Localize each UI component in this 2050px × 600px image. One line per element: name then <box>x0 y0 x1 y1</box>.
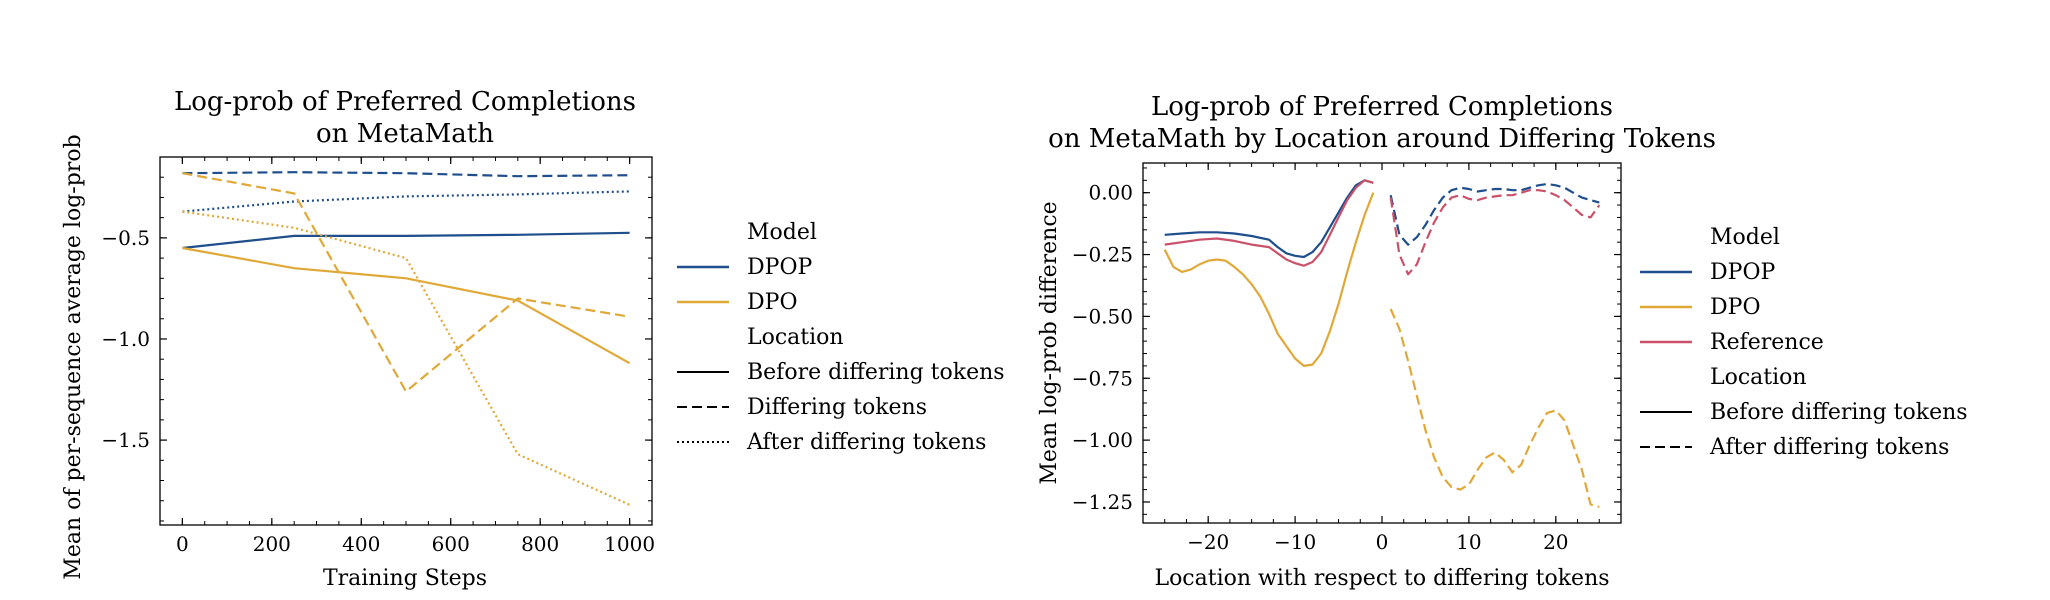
y-tick-label: −1.25 <box>1072 490 1133 514</box>
x-tick-label: 10 <box>1456 530 1481 554</box>
series-line-dpo-dashed <box>1389 308 1600 508</box>
x-tick-label: 400 <box>342 532 380 556</box>
y-tick-label: −0.5 <box>101 226 150 250</box>
x-tick-label: −10 <box>1274 530 1316 554</box>
legend-item-dpop: DPOP <box>747 255 812 280</box>
legend-header-model: Model <box>747 220 817 245</box>
y-tick-label: −0.25 <box>1072 243 1133 267</box>
series-line-dpop-dotted <box>182 190 630 213</box>
y-tick-label: 0.00 <box>1088 181 1133 205</box>
y-tick-label: −1.0 <box>101 327 150 351</box>
x-axis-label: Training Steps <box>323 566 487 591</box>
legend-header-location: Location <box>1710 365 1807 390</box>
series-line-dpo-dotted <box>182 210 631 506</box>
legend-item-dpop: DPOP <box>1710 260 1775 285</box>
chart-training-steps: Log-prob of Preferred Completions on Met… <box>61 87 1005 591</box>
plot-frame <box>159 156 653 526</box>
legend-item-dotted: After differing tokens <box>746 430 986 455</box>
legend-header-model: Model <box>1710 225 1780 250</box>
series-line-reference-solid <box>1164 179 1374 267</box>
plot-frame <box>1142 162 1622 524</box>
series-line-reference-dashed <box>1389 189 1601 276</box>
series-line-dpop-dashed <box>1389 182 1600 246</box>
legend-item-dpo: DPO <box>747 290 797 315</box>
legend-item-dashed: Differing tokens <box>747 395 927 420</box>
y-axis-label: Mean log-prob difference <box>1037 201 1062 484</box>
series-line-dpo-solid <box>1163 192 1375 367</box>
series-line-dpop-dashed <box>182 171 630 178</box>
legend-item-dpo: DPO <box>1710 295 1760 320</box>
y-tick-label: −0.75 <box>1072 366 1133 390</box>
chart-title-line-2: on MetaMath by Location around Differing… <box>1048 124 1716 154</box>
legend-item-reference: Reference <box>1710 330 1824 355</box>
series-line-dpo-dashed <box>182 172 630 393</box>
chart-title-line-1: Log-prob of Preferred Completions <box>1151 92 1613 122</box>
legend-item-solid: Before differing tokens <box>747 360 1005 385</box>
x-tick-label: 1000 <box>604 532 655 556</box>
legend-header-location: Location <box>747 325 844 350</box>
y-tick-label: −1.5 <box>101 428 150 452</box>
chart-title-line-1: Log-prob of Preferred Completions <box>174 87 636 117</box>
x-tick-label: 20 <box>1543 530 1568 554</box>
y-tick-label: −0.50 <box>1072 304 1133 328</box>
legend-item-dashed: After differing tokens <box>1709 435 1949 460</box>
y-axis-label: Mean of per-sequence average log-prob <box>61 134 86 579</box>
x-axis-label: Location with respect to differing token… <box>1154 566 1609 591</box>
x-tick-label: 0 <box>176 532 189 556</box>
x-tick-label: 0 <box>1376 530 1389 554</box>
chart-title-line-2: on MetaMath <box>316 119 494 149</box>
series-line-dpop-solid <box>1164 179 1374 259</box>
x-tick-label: 600 <box>432 532 470 556</box>
x-tick-label: 800 <box>521 532 559 556</box>
x-tick-label: 200 <box>253 532 291 556</box>
series-line-dpop-solid <box>182 231 630 250</box>
x-tick-label: −20 <box>1187 530 1229 554</box>
series-line-dpo-solid <box>182 246 631 365</box>
y-tick-label: −1.00 <box>1072 428 1133 452</box>
chart-location: Log-prob of Preferred Completions on Met… <box>1037 92 1968 591</box>
legend-item-solid: Before differing tokens <box>1710 400 1968 425</box>
